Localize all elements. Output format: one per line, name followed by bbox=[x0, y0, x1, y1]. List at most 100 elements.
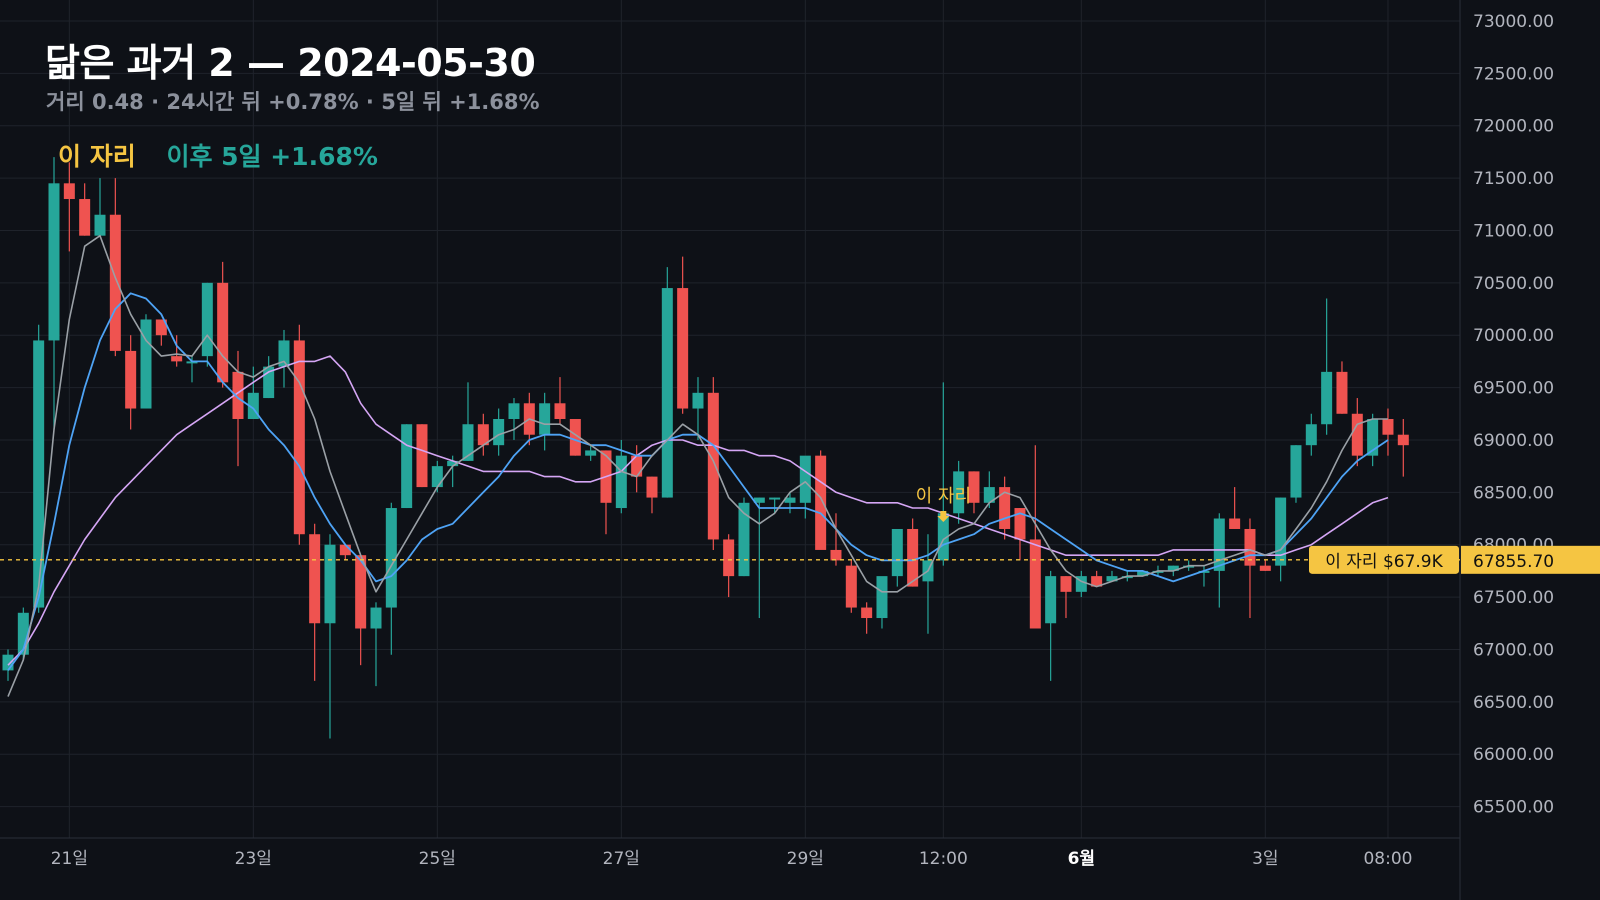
x-tick-label: 3일 bbox=[1252, 849, 1278, 869]
x-tick-label: 29일 bbox=[787, 849, 824, 869]
y-tick-label: 67500.00 bbox=[1473, 588, 1554, 608]
candle-body bbox=[355, 555, 367, 629]
chart-title: 닮은 과거 2 — 2024-05-30 bbox=[45, 41, 536, 85]
candle-body bbox=[1259, 565, 1271, 571]
candle-body bbox=[784, 497, 796, 503]
candle-body bbox=[953, 471, 965, 514]
candle-body bbox=[1106, 576, 1118, 582]
candle-body bbox=[109, 214, 121, 351]
candle-body bbox=[447, 460, 459, 467]
candle-body bbox=[1321, 371, 1333, 425]
candle-body bbox=[1137, 570, 1149, 577]
x-tick-label: 12:00 bbox=[919, 849, 968, 869]
candle-body bbox=[171, 356, 183, 362]
candle-body bbox=[339, 544, 351, 556]
candle-body bbox=[999, 487, 1011, 529]
candle-body bbox=[370, 607, 382, 629]
y-tick-label: 68500.00 bbox=[1473, 483, 1554, 503]
axis-price-tag bbox=[1461, 545, 1600, 574]
x-tick-label: 25일 bbox=[419, 849, 456, 869]
candle-body bbox=[983, 487, 995, 503]
candle-body bbox=[661, 288, 673, 498]
candle-body bbox=[1121, 576, 1133, 579]
candle-body bbox=[1152, 570, 1164, 573]
candle-body bbox=[1367, 419, 1379, 456]
candle-body bbox=[477, 424, 489, 446]
candle-body bbox=[263, 366, 275, 399]
candle-body bbox=[293, 340, 305, 535]
candle-body bbox=[309, 534, 321, 624]
candle-body bbox=[493, 419, 505, 446]
candle-body bbox=[1091, 576, 1103, 587]
candle-body bbox=[462, 424, 474, 461]
candle-body bbox=[554, 403, 566, 419]
y-tick-label: 66500.00 bbox=[1473, 693, 1554, 713]
ma-long-line bbox=[7, 355, 1389, 666]
y-tick-label: 73000.00 bbox=[1473, 12, 1554, 32]
candle-body bbox=[937, 513, 949, 561]
candle-body bbox=[646, 476, 658, 498]
x-tick-label: 6월 bbox=[1068, 849, 1095, 869]
candle-body bbox=[247, 392, 259, 419]
candle-body bbox=[416, 424, 428, 488]
candle-body bbox=[2, 654, 14, 671]
candle-body bbox=[707, 392, 719, 540]
y-tick-label: 69000.00 bbox=[1473, 431, 1554, 451]
candle-body bbox=[968, 471, 980, 503]
candles bbox=[2, 157, 1409, 739]
candle-body bbox=[907, 528, 919, 587]
candle-body bbox=[1029, 539, 1041, 629]
x-tick-label: 23일 bbox=[235, 849, 272, 869]
candle-body bbox=[125, 350, 137, 409]
candle-body bbox=[1336, 371, 1348, 414]
ma-short-line bbox=[7, 234, 1388, 697]
candle-body bbox=[1014, 508, 1026, 540]
candle-body bbox=[508, 403, 520, 419]
candle-body bbox=[876, 576, 888, 619]
candle-body bbox=[861, 607, 873, 619]
candle-body bbox=[33, 340, 45, 608]
candle-body bbox=[1075, 576, 1087, 592]
candle-body bbox=[1213, 518, 1225, 571]
candle-body bbox=[769, 497, 781, 500]
candle-body bbox=[1229, 518, 1241, 529]
current-price-tag-label: 이 자리 $67.9K bbox=[1325, 552, 1443, 572]
candle-body bbox=[94, 214, 106, 236]
candle-body bbox=[324, 544, 336, 624]
candle-body bbox=[232, 371, 244, 419]
candle-body bbox=[401, 424, 413, 509]
candle-body bbox=[186, 361, 198, 364]
candle-body bbox=[1183, 565, 1195, 568]
candle-body bbox=[217, 282, 229, 383]
candle-body bbox=[278, 340, 290, 367]
candle-body bbox=[539, 403, 551, 435]
candle-body bbox=[1397, 434, 1409, 446]
marker-arrow-icon bbox=[937, 511, 950, 522]
candle-body bbox=[48, 183, 60, 341]
candle-body bbox=[830, 549, 842, 561]
candle-body bbox=[1305, 424, 1317, 446]
candle-body bbox=[845, 565, 857, 608]
candle-body bbox=[815, 455, 827, 550]
candle-body bbox=[585, 450, 597, 456]
x-tick-label: 08:00 bbox=[1363, 849, 1412, 869]
y-tick-label: 67000.00 bbox=[1473, 640, 1554, 660]
candle-body bbox=[63, 183, 75, 200]
y-tick-label: 72500.00 bbox=[1473, 64, 1554, 84]
candle-body bbox=[1167, 565, 1179, 571]
candle-body bbox=[738, 502, 750, 577]
candle-body bbox=[1244, 528, 1256, 566]
candle-body bbox=[1198, 570, 1210, 573]
y-tick-label: 72000.00 bbox=[1473, 117, 1554, 137]
candle-body bbox=[569, 419, 581, 456]
x-tick-label: 27일 bbox=[603, 849, 640, 869]
y-tick-label: 69500.00 bbox=[1473, 379, 1554, 399]
marker-legend: 이 자리 이후 5일 +1.68% bbox=[58, 137, 378, 173]
candle-body bbox=[615, 455, 627, 509]
y-tick-label: 70500.00 bbox=[1473, 274, 1554, 294]
axis-price-tag-label: 67855.70 bbox=[1473, 552, 1554, 572]
y-tick-label: 71500.00 bbox=[1473, 169, 1554, 189]
candle-body bbox=[17, 612, 29, 655]
y-tick-label: 71000.00 bbox=[1473, 221, 1554, 241]
